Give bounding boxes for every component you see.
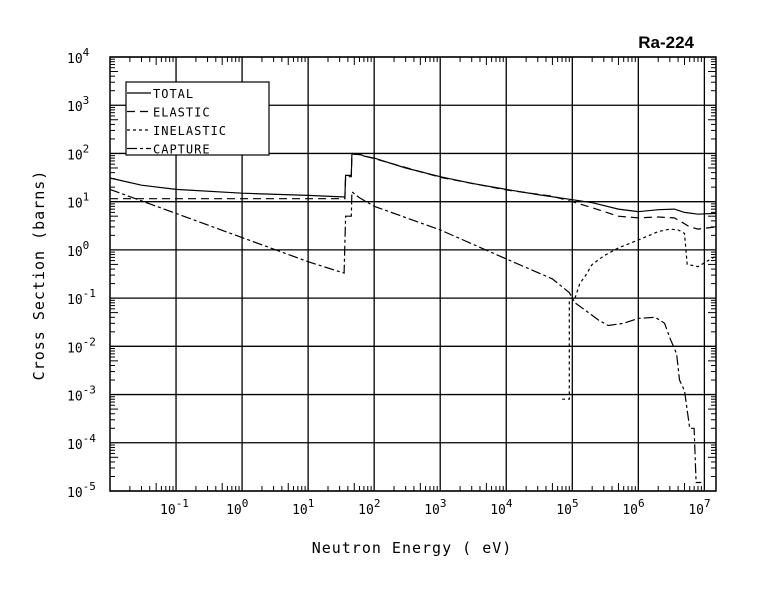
tick-base: 10 [622,503,638,518]
tick-base: 10 [424,503,440,518]
tick-exponent: -3 [83,384,96,397]
x-tick-label: 103 [424,497,446,518]
series-elastic [110,153,717,230]
tick-exponent: -1 [83,287,96,300]
y-tick-label: 10-4 [67,432,96,453]
tick-exponent: 4 [83,46,90,59]
x-tick-label: 106 [622,497,644,518]
legend: TOTAL ELASTIC INELASTIC CAPTURE [125,81,270,157]
y-tick-label: 103 [67,94,89,115]
tick-exponent: 0 [83,239,90,252]
tick-base: 10 [226,503,242,518]
tick-base: 10 [292,503,308,518]
tick-base: 10 [67,390,83,405]
x-tick-labels: 10-1 100 101 102 103 104 105 106 107 [160,497,711,518]
y-axis-label: Cross Section (barns) [30,170,48,381]
x-tick-label: 107 [688,497,710,518]
tick-base: 10 [67,245,83,260]
tick-exponent: 2 [83,142,90,155]
minor-ticks [110,57,716,491]
chart-title: Ra-224 [638,33,694,52]
tick-exponent: 6 [638,497,645,510]
x-tick-label: 104 [490,497,513,518]
tick-base: 10 [688,503,704,518]
tick-exponent: 1 [83,191,90,204]
series-total [109,152,717,215]
tick-base: 10 [556,503,572,518]
legend-label: TOTAL [153,87,194,101]
tick-exponent: 7 [704,497,711,510]
y-tick-label: 101 [67,191,89,212]
tick-base: 10 [67,293,83,308]
tick-exponent: -4 [83,432,97,445]
tick-exponent: -2 [83,335,96,348]
tick-base: 10 [67,486,83,501]
legend-label: INELASTIC [153,124,227,138]
x-tick-label: 102 [358,497,380,518]
tick-exponent: 3 [83,94,90,107]
tick-base: 10 [160,503,176,518]
tick-base: 10 [67,341,83,356]
tick-exponent: 2 [374,497,381,510]
tick-exponent: 1 [308,497,315,510]
plot-frame [109,56,717,492]
tick-base: 10 [490,503,506,518]
series-group [109,152,717,484]
tick-base: 10 [67,100,83,115]
y-tick-label: 104 [67,46,90,67]
legend-box [125,81,270,156]
x-axis-label: Neutron Energy ( eV) [312,539,513,557]
tick-exponent: 4 [506,497,513,510]
tick-exponent: 0 [242,497,249,510]
x-tick-label: 105 [556,497,578,518]
y-tick-label: 102 [67,142,89,163]
tick-base: 10 [358,503,374,518]
legend-label: CAPTURE [153,143,211,157]
tick-base: 10 [67,52,83,67]
y-tick-label: 10-2 [67,335,96,356]
y-tick-label: 10-5 [67,480,96,501]
tick-exponent: 3 [440,497,447,510]
x-tick-label: 100 [226,497,248,518]
tick-base: 10 [67,438,83,453]
tick-base: 10 [67,148,83,163]
tick-base: 10 [67,197,83,212]
y-tick-label: 10-3 [67,384,96,405]
x-tick-label: 10-1 [160,497,189,518]
x-tick-label: 101 [292,497,314,518]
series-capture [109,188,702,484]
tick-exponent: -1 [176,497,189,510]
tick-exponent: 5 [572,497,579,510]
y-tick-label: 10-1 [67,287,96,308]
tick-exponent: -5 [83,480,96,493]
y-tick-label: 100 [67,239,89,260]
legend-label: ELASTIC [153,106,211,120]
series-inelastic [562,228,717,400]
